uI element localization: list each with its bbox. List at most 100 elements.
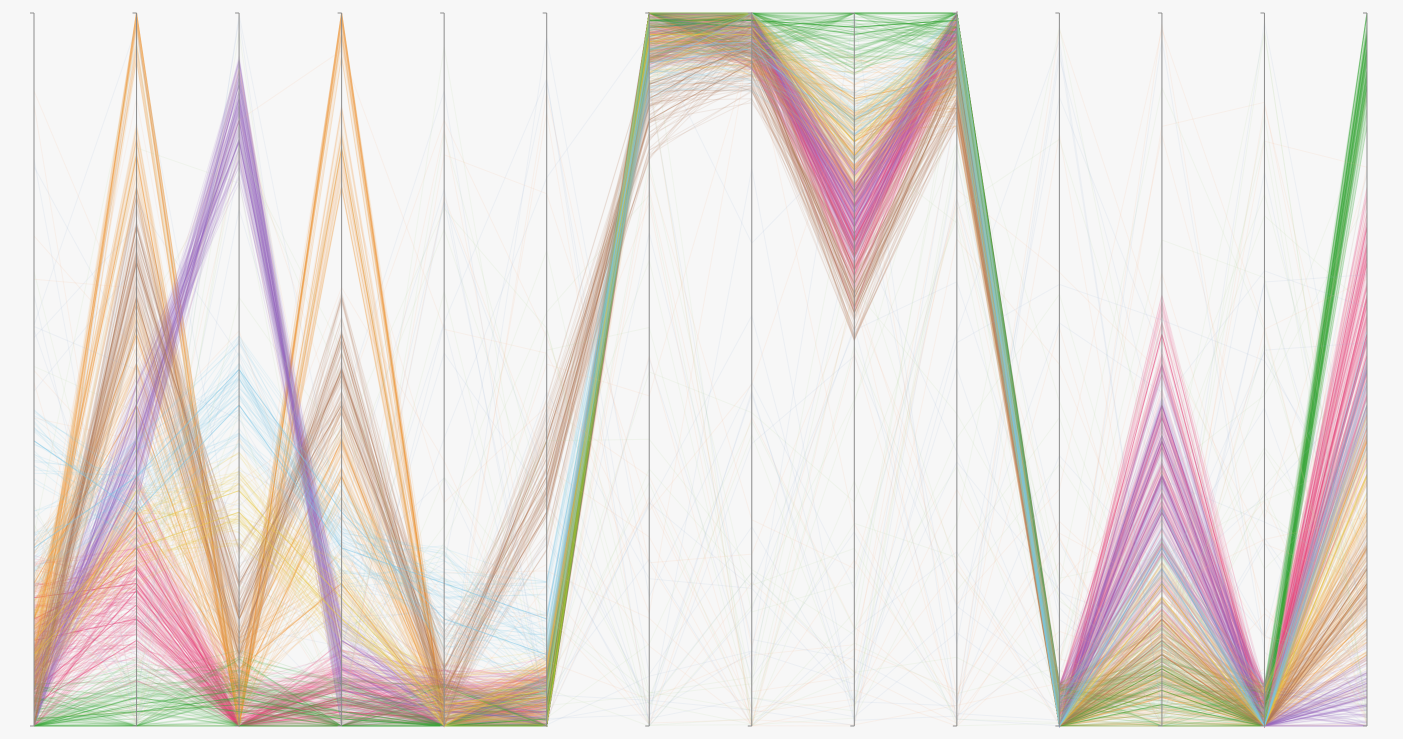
data-line-5-1-echo-24 [33,11,1368,728]
data-line-0-1-echo-22 [33,12,1368,727]
data-line-1-1-echo-17 [33,12,1368,727]
axis-12[interactable] [1157,12,1163,727]
axis-8[interactable] [747,12,753,727]
background-line-46 [33,67,1368,726]
axis-2[interactable] [132,12,138,727]
data-line-1-4-echo-13 [33,37,1368,727]
data-line-3-1-echo-23 [33,12,1368,727]
data-line-2-3-echo-27 [33,12,1367,727]
data-line-1-0-echo-19 [33,12,1368,727]
background-line-36 [33,90,1368,727]
data-line-2-3-echo-19 [33,12,1368,727]
axis-11[interactable] [1055,12,1060,727]
background-line-42 [33,13,1368,725]
data-line-3-1-echo-4 [33,12,1368,727]
data-line-4-1-echo-2 [33,54,1368,696]
data-line-3-2-echo-13 [33,12,1368,727]
data-line-0-7-echo-21 [33,11,1368,727]
data-line-1-2-echo-9 [33,12,1368,727]
axis-7[interactable] [645,12,650,727]
background-line-27 [33,198,1368,727]
data-line-5-1 [33,26,1368,728]
axis-6[interactable] [542,12,548,727]
data-line-4-2-echo-23 [33,34,1368,727]
data-line-4-2-echo-5 [33,66,1368,728]
data-line-2-1-echo-13 [33,13,1368,727]
data-line-6-1-echo-26 [33,68,1368,728]
data-line-1-2-echo-25 [33,24,1368,727]
data-line-2-0-echo-6 [33,12,1368,727]
axis-13[interactable] [1260,12,1265,727]
data-line-0-7-echo-18 [33,38,1368,727]
data-line-5-0-echo-15 [33,39,1368,728]
data-line-6-1-echo-6 [33,53,1368,718]
axis-9[interactable] [850,12,855,727]
data-line-1-2-echo-2 [33,12,1368,727]
data-line-0-3-echo-25 [33,12,1368,727]
axis-3[interactable] [235,12,240,727]
data-line-2-2-echo-5 [33,12,1368,727]
data-line-6-0-echo-20 [33,12,1368,728]
data-line-2-2-echo-14 [33,18,1368,728]
data-line-1-4-echo-16 [33,12,1368,719]
data-line-1-3-echo-7 [33,34,1368,727]
data-line-0-6-echo-13 [33,12,1368,727]
data-line-0-0-echo-16 [33,12,1368,728]
data-line-2-1-echo-17 [33,11,1368,728]
data-line-2-0-echo-8 [33,12,1368,727]
data-line-1-1-echo-21 [33,12,1368,727]
axis-14[interactable] [1363,12,1368,727]
data-line-0-0-echo-23 [33,12,1368,728]
data-line-1-3-echo-13 [33,32,1368,727]
data-line-4-1-echo-8 [33,43,1368,720]
data-line-0-0-echo-18 [33,14,1368,728]
axis-10[interactable] [952,12,958,727]
data-line-2-0-echo-7 [33,12,1368,728]
data-line-0-7-echo-13 [33,12,1368,727]
data-line-1-1-echo-9 [33,12,1368,727]
axis-4[interactable] [337,12,343,727]
data-line-1-0-echo-15 [33,12,1368,727]
data-line-3-2-echo-14 [33,12,1368,727]
data-line-5-1-echo-1 [33,15,1368,728]
background-line-54 [33,322,1368,725]
data-line-0-0-echo-24 [33,12,1368,728]
data-line-0-5-echo-9 [33,12,1368,717]
data-line-6-1-echo-9 [33,38,1368,728]
data-line-6-0-echo-23 [33,15,1368,728]
data-line-0-5-echo-16 [33,12,1368,727]
data-line-1-4-echo-24 [33,40,1368,727]
background-line-11 [33,214,1368,725]
data-line-1-4-echo-15 [33,43,1368,726]
data-line-3-2-echo-10 [33,12,1368,727]
data-line-3-1-echo-9 [33,12,1368,727]
data-line-3-3-echo-25 [33,12,1368,727]
data-line-1-3-echo-17 [33,12,1368,727]
axis-5[interactable] [440,12,445,727]
data-line-1-0-echo-13 [33,12,1368,727]
data-line-3-2-echo-9 [33,12,1368,727]
data-line-0-6-echo-8 [33,35,1368,727]
data-line-1-0-echo-9 [33,17,1368,727]
background-line-58 [33,81,1368,727]
data-line-3-3-echo-27 [33,12,1368,727]
data-line-3-1-echo-1 [34,12,1368,727]
data-line-0-5-echo-2 [33,17,1368,728]
data-line-3-2-echo-24 [33,12,1368,727]
data-line-4-1-echo-5 [33,66,1368,727]
background-line-47 [33,31,1368,725]
data-line-4-1-echo-9 [33,25,1368,727]
axis-1[interactable] [30,12,35,727]
data-line-0-7-echo-26 [33,11,1368,728]
data-line-0-2-echo-1 [33,12,1368,728]
data-line-6-0 [33,40,1368,728]
background-line-10 [33,29,1368,727]
data-line-4-0-echo-9 [33,55,1368,728]
data-line-0-5-echo-6 [33,12,1368,728]
data-line-2-2-echo-3 [33,11,1368,727]
data-line-2-3-echo-2 [33,16,1368,727]
data-line-0-6-echo-1 [33,12,1368,727]
data-line-6-0-echo-6 [33,22,1368,728]
data-line-4-2-echo-13 [33,33,1368,728]
data-line-4-0-echo-11 [33,43,1368,727]
